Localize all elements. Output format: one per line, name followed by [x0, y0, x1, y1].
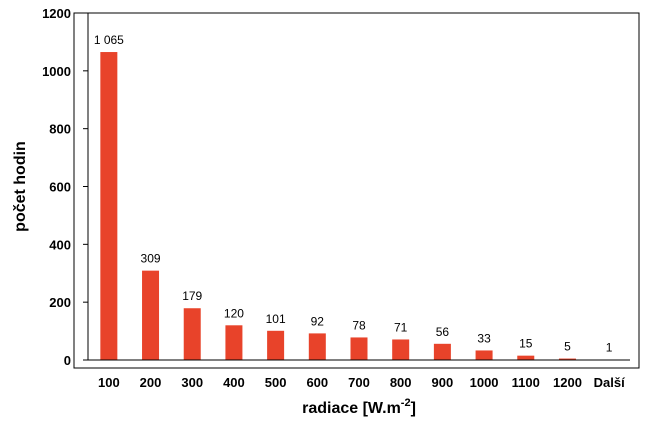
x-axis-ticks: 100 200 300 400 500 600 700 800 900 1000 1100 1200 D… — [98, 375, 625, 390]
x-tick-label: 600 — [306, 375, 328, 390]
x-axis-title-sup: -2 — [401, 397, 411, 409]
y-tick-label: 1200 — [42, 6, 71, 21]
data-label: 5 — [564, 340, 571, 354]
bar — [308, 333, 326, 360]
x-tick-label: Další — [594, 375, 625, 390]
y-tick-label: 800 — [49, 122, 71, 137]
x-tick-label: 700 — [348, 375, 370, 390]
x-tick-label: 500 — [265, 375, 287, 390]
x-axis-title-end: ] — [411, 400, 416, 417]
bar — [183, 308, 201, 360]
data-label: 71 — [394, 320, 408, 334]
x-axis-title-main: radiace [W.m — [302, 400, 401, 417]
data-label: 78 — [352, 318, 366, 332]
bar — [475, 350, 493, 360]
bar — [350, 337, 368, 360]
bar — [517, 355, 535, 360]
data-label: 1 — [606, 341, 613, 355]
bar — [433, 343, 451, 360]
x-tick-label: 800 — [390, 375, 412, 390]
data-label: 101 — [266, 312, 286, 326]
data-label: 1 065 — [94, 33, 124, 47]
bar — [142, 270, 160, 360]
y-axis-ticks: 0 200 400 600 800 1000 1200 — [42, 6, 88, 368]
data-label: 120 — [224, 306, 244, 320]
bar — [100, 52, 118, 360]
x-tick-label: 900 — [432, 375, 454, 390]
bars — [100, 52, 618, 360]
y-tick-label: 200 — [49, 295, 71, 310]
x-tick-label: 400 — [223, 375, 245, 390]
x-axis-title: radiace [W.m-2] — [302, 397, 416, 417]
plot-frame — [73, 12, 640, 369]
x-tick-label: 1100 — [512, 375, 540, 390]
data-label: 15 — [519, 337, 533, 351]
x-tick-label: 300 — [181, 375, 203, 390]
bar — [225, 325, 243, 360]
bar — [267, 330, 285, 360]
x-tick-label: 100 — [98, 375, 120, 390]
data-label: 92 — [311, 314, 325, 328]
data-label: 309 — [141, 252, 161, 266]
data-label: 33 — [477, 331, 491, 345]
data-labels: 1 065 309 179 120 101 92 78 71 56 33 15 5 1 — [94, 33, 613, 355]
y-tick-label: 400 — [49, 237, 71, 252]
y-tick-label: 1000 — [42, 64, 71, 79]
x-tick-label: 1000 — [470, 375, 499, 390]
bar — [392, 339, 410, 360]
data-label: 56 — [436, 325, 450, 339]
bar — [558, 358, 576, 360]
x-tick-label: 1200 — [553, 375, 582, 390]
x-tick-label: 200 — [140, 375, 162, 390]
y-tick-label: 600 — [49, 180, 71, 195]
data-label: 179 — [182, 289, 202, 303]
y-axis-title: počet hodin — [12, 141, 29, 232]
y-tick-label: 0 — [64, 353, 71, 368]
